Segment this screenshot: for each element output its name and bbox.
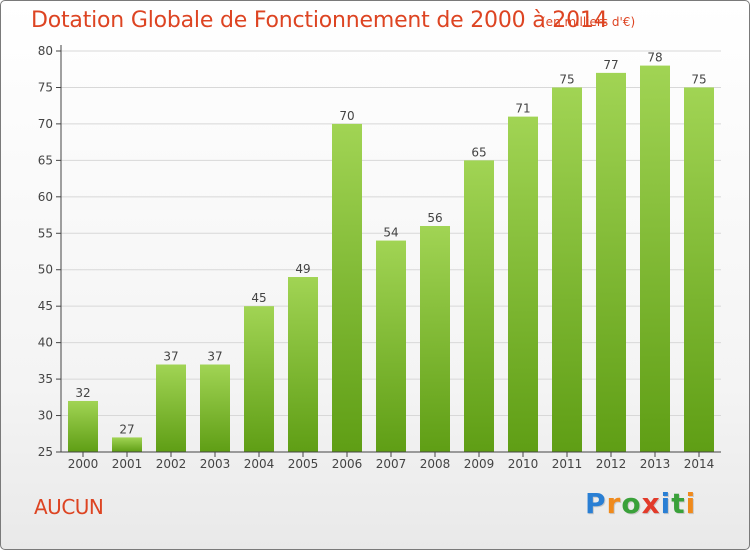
bar-value-label: 65 (471, 145, 486, 159)
x-tick-label: 2006 (332, 457, 363, 471)
x-tick-label: 2005 (288, 457, 319, 471)
y-tick-label: 60 (38, 190, 53, 204)
y-tick-label: 80 (38, 44, 53, 58)
bar-value-label: 70 (339, 109, 354, 123)
x-tick-label: 2002 (156, 457, 187, 471)
x-tick-label: 2011 (552, 457, 583, 471)
bar (508, 116, 538, 453)
y-tick-label: 55 (38, 226, 53, 240)
bar (332, 123, 362, 452)
bars: 32 27 37 37 45 49 70 54 56 65 71 75 77 78 75 (68, 51, 714, 453)
logo-letter: P (585, 487, 607, 520)
bar-value-label: 75 (691, 72, 706, 86)
logo-letter: o (621, 487, 642, 520)
axes: 25 30 35 40 45 50 55 60 65 70 75 80 2000 2001 2002 2003… (38, 44, 721, 471)
bar (156, 364, 186, 452)
y-tick-label: 65 (38, 153, 53, 167)
logo-letter: t (671, 487, 686, 520)
x-tick-label: 2007 (376, 457, 407, 471)
bar-value-label: 77 (603, 58, 618, 72)
bar (112, 437, 142, 452)
y-tick-label: 75 (38, 80, 53, 94)
x-tick-label: 2009 (464, 457, 495, 471)
chart-subtitle: (en milliers d'€) (541, 15, 636, 29)
x-tick-label: 2004 (244, 457, 275, 471)
bar (640, 65, 670, 452)
y-tick-label: 40 (38, 336, 53, 350)
bar (376, 240, 406, 452)
bar (420, 225, 450, 452)
bar (200, 364, 230, 452)
x-tick-label: 2008 (420, 457, 451, 471)
proxiti-logo[interactable]: Proxiti (585, 487, 696, 520)
x-tick-label: 2000 (68, 457, 99, 471)
x-tick-label: 2010 (508, 457, 539, 471)
commune-name: AUCUN (34, 495, 104, 519)
x-tick-label: 2013 (640, 457, 671, 471)
y-tick-label: 45 (38, 299, 53, 313)
bar-value-label: 71 (515, 102, 530, 116)
logo-letter: x (641, 487, 661, 520)
bar-value-label: 78 (647, 51, 662, 65)
bar-value-label: 75 (559, 72, 574, 86)
bar (288, 277, 318, 452)
bar (68, 400, 98, 452)
y-tick-label: 50 (38, 263, 53, 277)
bar-value-label: 37 (163, 350, 178, 364)
y-tick-label: 25 (38, 445, 53, 459)
y-tick-label: 70 (38, 117, 53, 131)
x-tick-label: 2001 (112, 457, 143, 471)
bar-value-label: 37 (207, 350, 222, 364)
x-tick-label: 2014 (684, 457, 715, 471)
x-tick-label: 2003 (200, 457, 231, 471)
bar (552, 87, 582, 453)
bar-value-label: 45 (251, 291, 266, 305)
bar-value-label: 49 (295, 262, 310, 276)
y-tick-label: 35 (38, 372, 53, 386)
bar (464, 160, 494, 452)
chart-title: Dotation Globale de Fonctionnement de 20… (31, 8, 608, 33)
logo-letter: i (685, 487, 697, 520)
logo-letter: r (606, 487, 622, 520)
bar (244, 306, 274, 452)
y-tick-label: 30 (38, 409, 53, 423)
bar-value-label: 32 (75, 386, 90, 400)
bar (684, 87, 714, 453)
logo-letter: i (660, 487, 672, 520)
bar-value-label: 56 (427, 211, 442, 225)
bar-value-label: 54 (383, 226, 398, 240)
bar (596, 72, 626, 452)
x-tick-label: 2012 (596, 457, 627, 471)
bar-value-label: 27 (119, 422, 134, 436)
